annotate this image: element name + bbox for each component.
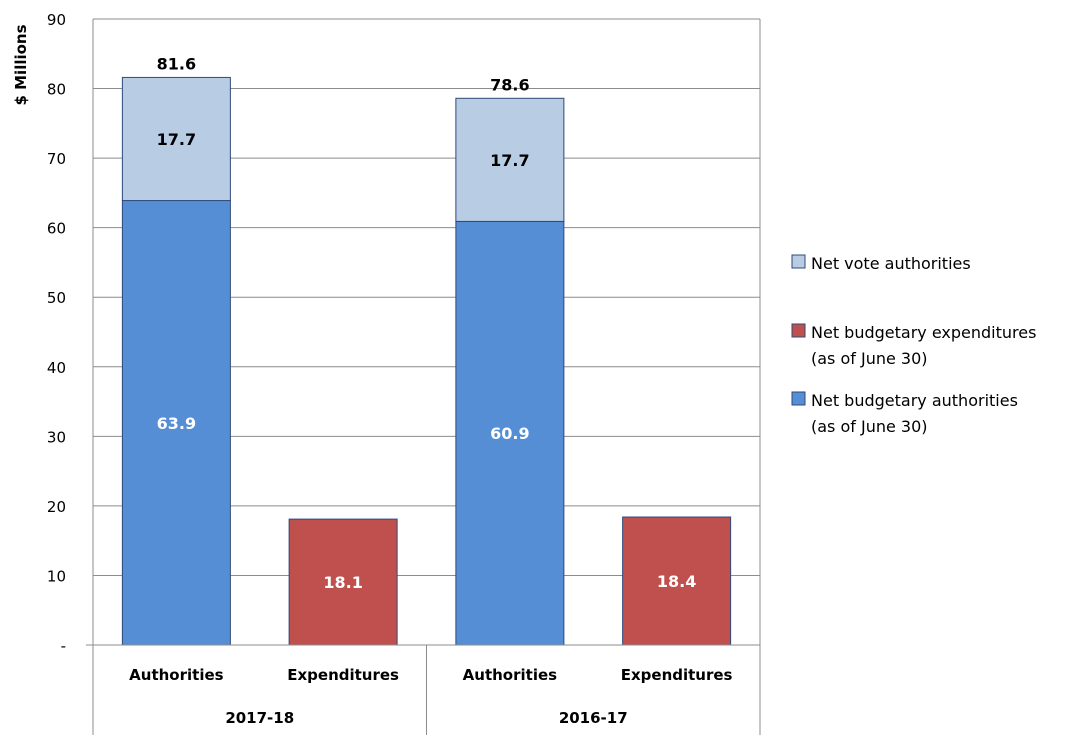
x-category-label: Authorities bbox=[129, 666, 223, 684]
legend-label: Net vote authorities bbox=[811, 254, 971, 273]
x-category-label: Authorities bbox=[463, 666, 557, 684]
y-tick-label: 10 bbox=[47, 567, 66, 585]
data-label: 17.7 bbox=[157, 130, 196, 149]
axes bbox=[86, 18, 761, 735]
x-group-label: 2016-17 bbox=[559, 709, 628, 727]
legend-label: (as of June 30) bbox=[811, 349, 928, 368]
total-label: 81.6 bbox=[157, 54, 196, 73]
bar-segment bbox=[622, 516, 732, 646]
legend-label: Net budgetary authorities bbox=[811, 391, 1018, 410]
y-tick-label: 80 bbox=[47, 81, 66, 99]
x-group-label: 2017-18 bbox=[225, 709, 294, 727]
y-tick-label: 90 bbox=[47, 11, 66, 29]
data-label: 18.1 bbox=[323, 573, 362, 592]
y-tick-label: 50 bbox=[47, 289, 66, 307]
legend-swatch bbox=[791, 391, 806, 406]
bar-segment bbox=[455, 97, 565, 222]
y-tick-label: 70 bbox=[47, 150, 66, 168]
y-tick-label: - bbox=[61, 637, 66, 655]
bar-segment bbox=[121, 200, 231, 646]
x-axis-labels: Authorities Expenditures 2017-18 Authoritie… bbox=[129, 666, 732, 727]
y-tick-label: 40 bbox=[47, 359, 66, 377]
y-tick-label: 20 bbox=[47, 498, 66, 516]
total-label: 78.6 bbox=[490, 75, 529, 94]
data-label: 18.4 bbox=[657, 572, 696, 591]
legend-swatch bbox=[791, 323, 806, 338]
y-tick-label: 60 bbox=[47, 220, 66, 238]
y-tick-label: 30 bbox=[47, 428, 66, 446]
bars: 63.9 17.7 81.6 18.1 60.9 17.7 78.6 18.4 bbox=[121, 54, 732, 646]
legend-label: (as of June 30) bbox=[811, 417, 928, 436]
data-label: 60.9 bbox=[490, 424, 529, 443]
legend-label: Net budgetary expenditures bbox=[811, 323, 1036, 342]
bar-segment bbox=[121, 76, 231, 202]
x-category-label: Expenditures bbox=[621, 666, 733, 684]
x-category-label: Expenditures bbox=[287, 666, 399, 684]
data-label: 63.9 bbox=[157, 414, 196, 433]
y-axis-label: $ Millions bbox=[12, 24, 30, 105]
legend: Net vote authorities Net budgetary expend… bbox=[791, 254, 1036, 436]
legend-swatch bbox=[791, 254, 806, 269]
y-axis-ticks: - 10 20 30 40 50 60 70 80 90 bbox=[47, 11, 66, 655]
data-label: 17.7 bbox=[490, 151, 529, 170]
